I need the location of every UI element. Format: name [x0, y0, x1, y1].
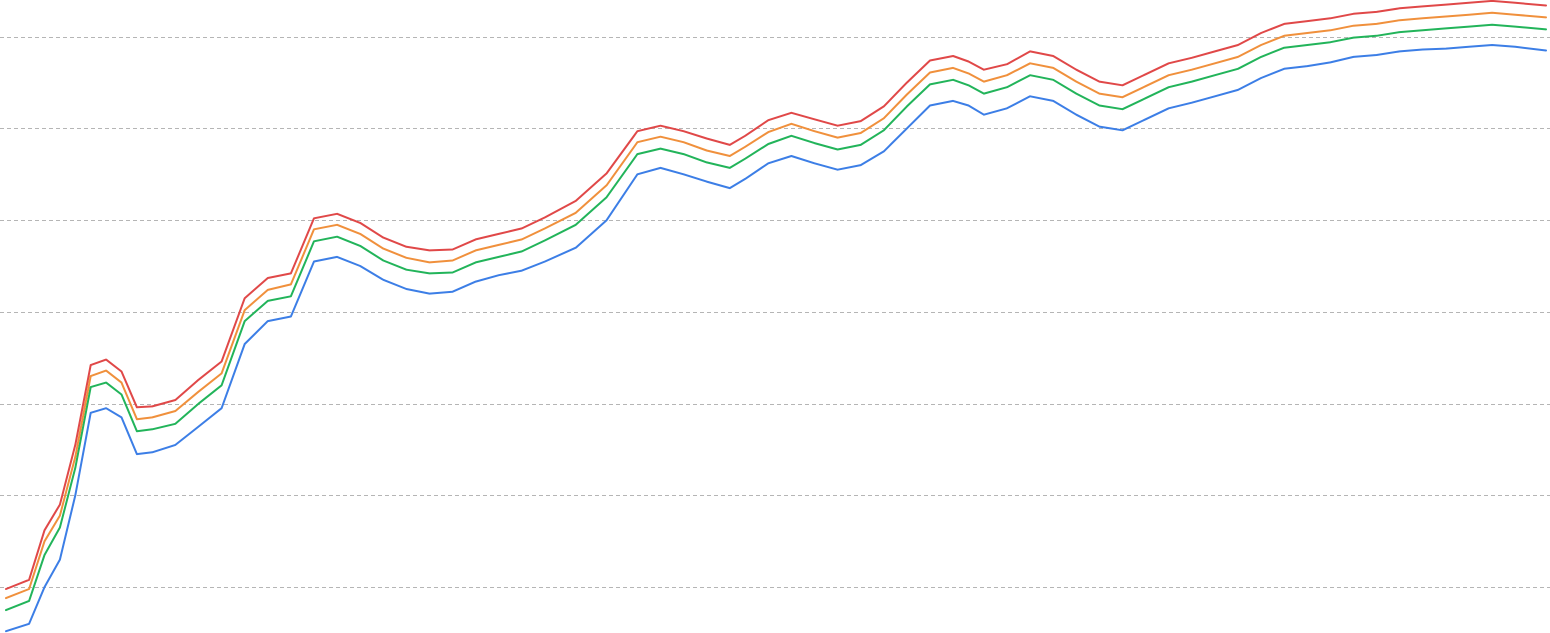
series-layer: [5, 0, 1547, 633]
series-line-1: [5, 44, 1547, 633]
grid-layer: [0, 37, 1550, 588]
series-line-3: [5, 11, 1547, 600]
series-line-2: [5, 23, 1547, 612]
series-line-4: [5, 0, 1547, 590]
